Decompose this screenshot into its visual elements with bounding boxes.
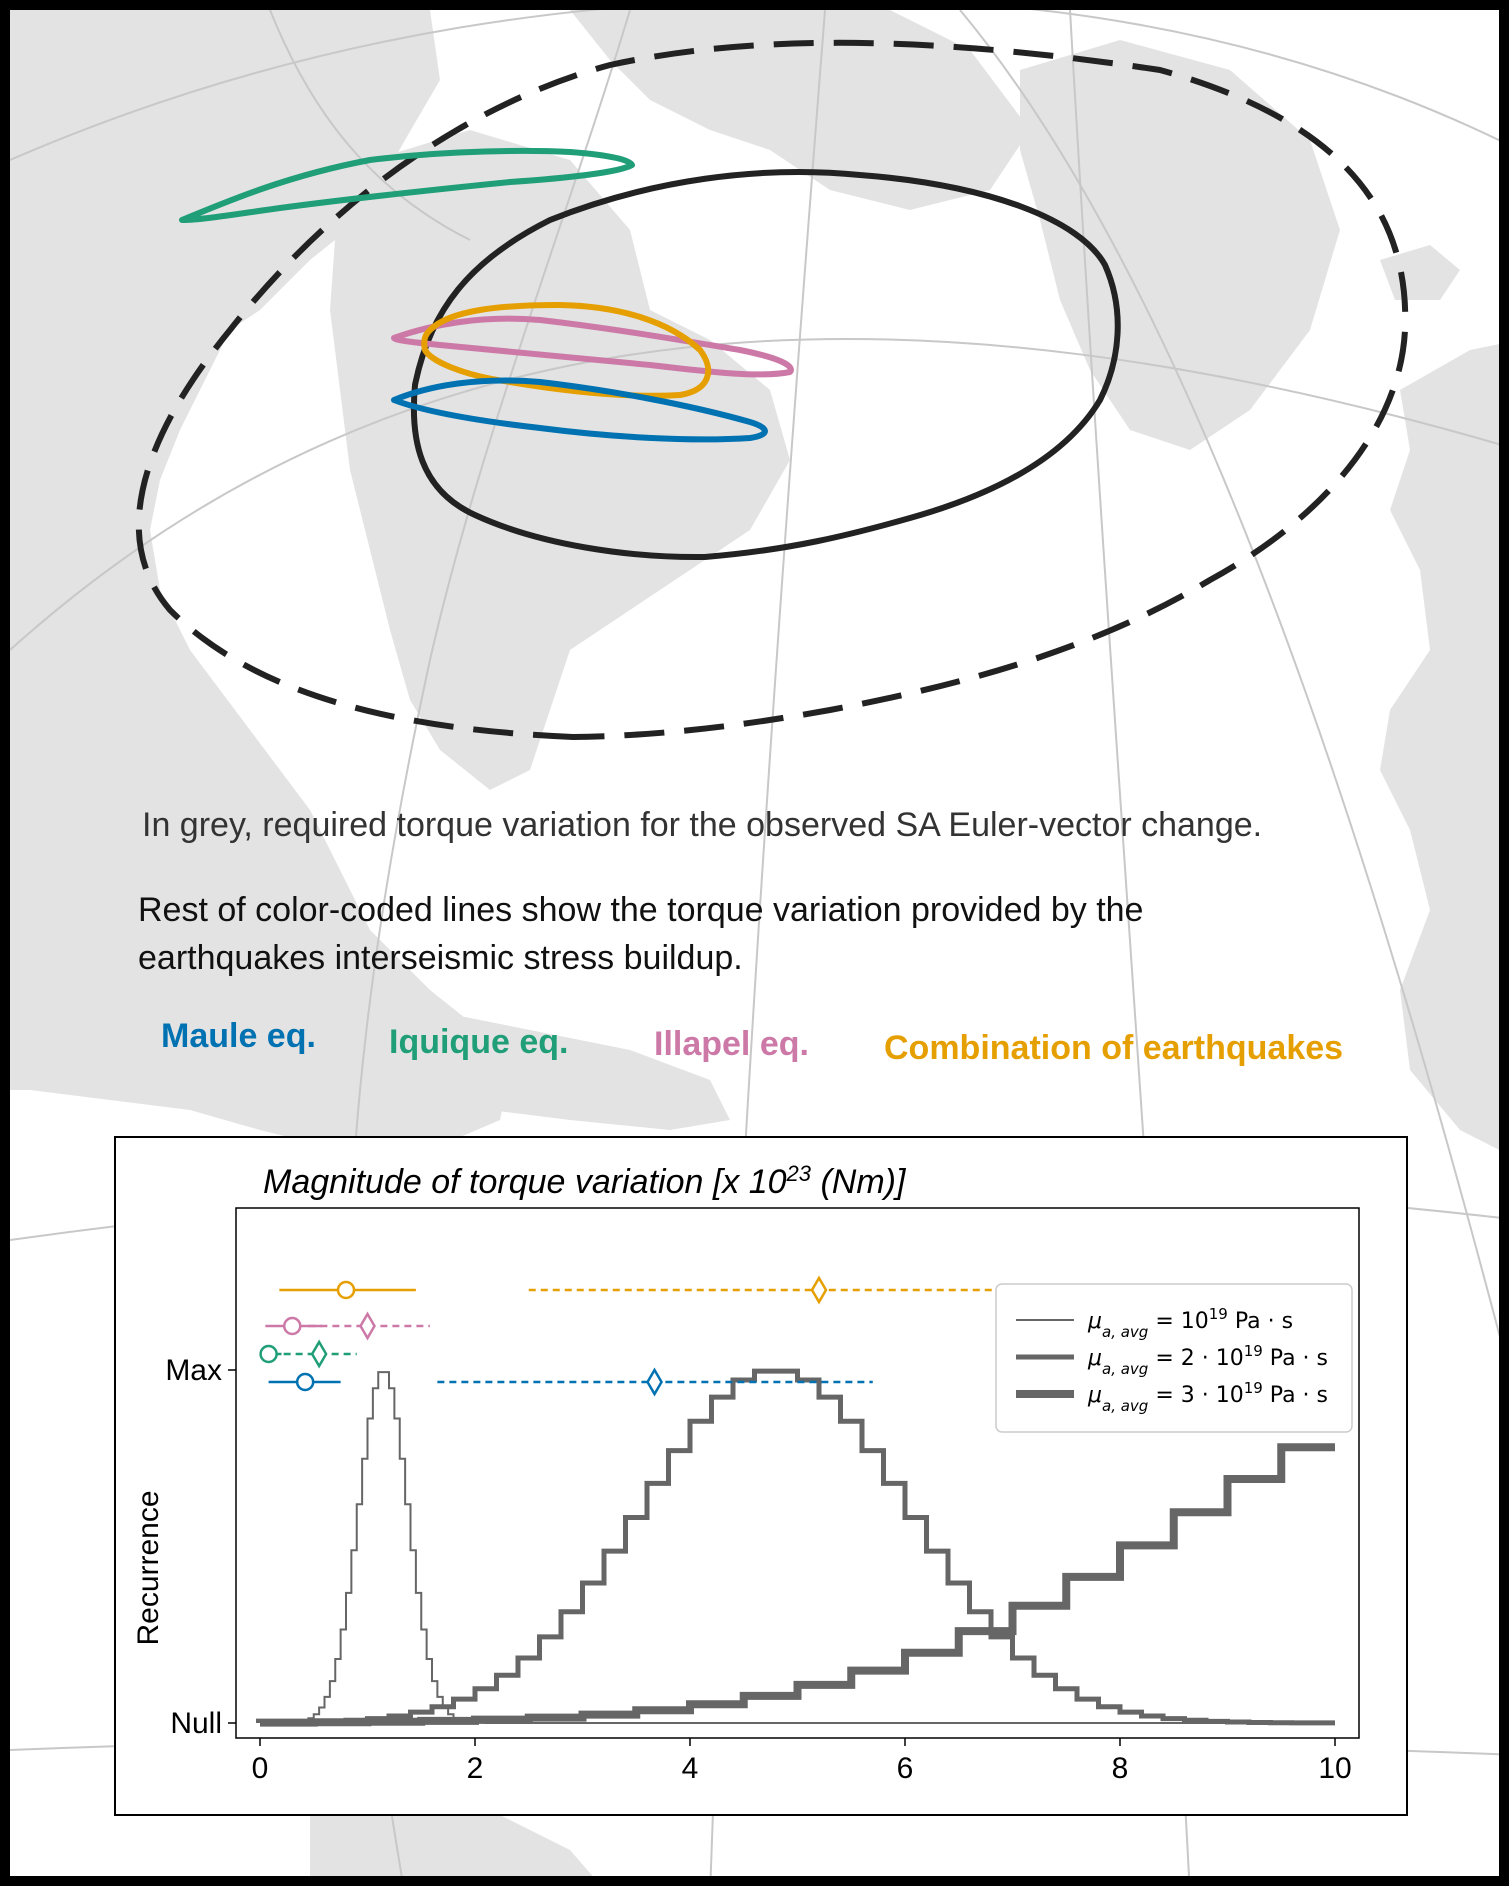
x-tick-label: 8 — [1112, 1752, 1129, 1785]
errorbar-iquique-eq- — [259, 1339, 357, 1369]
label-combination-eq: Combination of earthquakes — [884, 1029, 1344, 1067]
illapel-eq-ellipse — [391, 315, 794, 378]
chart-legend: μa, avg = 1019 Pa · sμa, avg = 2 · 1019 … — [995, 1283, 1353, 1433]
errorbar-circle-marker — [259, 1344, 278, 1364]
maule-eq-ellipse — [391, 377, 768, 443]
land-greenland — [1020, 40, 1340, 450]
chart-title-text: Magnitude of torque variation [x 10 — [263, 1163, 787, 1201]
graticule-line — [269, 10, 471, 241]
errorbar-diamond-marker — [359, 1311, 376, 1341]
label-iquique-eq: Iquique eq. — [389, 1023, 569, 1061]
iquique-eq-ellipse — [179, 147, 635, 223]
chart-title: Magnitude of torque variation [x 1023 (N… — [263, 1161, 907, 1202]
legend-label-3: μa, avg = 3 · 1019 Pa · s — [1087, 1379, 1328, 1415]
required-torque-dashed-ellipse — [135, 39, 1409, 740]
label-maule-eq: Maule eq. — [161, 1017, 316, 1055]
x-tick-label: 10 — [1318, 1752, 1351, 1785]
combination-eq-ellipse — [421, 302, 712, 399]
chart-title-unit: (Nm)] — [811, 1163, 907, 1201]
map-landmasses — [10, 10, 1499, 1876]
errorbar-combination-of-earthquakes — [279, 1275, 1104, 1305]
y-axis-label: Recurrence — [132, 1490, 165, 1645]
y-tick-label: Max — [165, 1354, 222, 1387]
errorbar-diamond-marker — [810, 1275, 828, 1305]
histogram-series-1 — [259, 1371, 1335, 1724]
graticule-line — [959, 10, 1499, 1338]
map-torque-ellipses — [135, 39, 1409, 740]
legend-label-1: μa, avg = 1019 Pa · s — [1087, 1305, 1293, 1341]
axes-frame — [235, 1207, 1360, 1739]
land-north-america — [10, 10, 510, 1150]
y-tick-label: Null — [170, 1707, 222, 1740]
land-europe — [1380, 344, 1499, 1150]
legend-label-2: μa, avg = 2 · 1019 Pa · s — [1087, 1342, 1328, 1378]
torque-histogram-chart: Magnitude of torque variation [x 1023 (N… — [132, 1161, 1360, 1785]
label-illapel-eq: Illapel eq. — [654, 1025, 809, 1063]
plot-layer: Null Max 0 2 4 6 8 10 — [165, 1207, 1360, 1785]
errorbar-circle-marker — [336, 1280, 356, 1300]
x-tick-label: 2 — [467, 1752, 484, 1785]
graticule-line — [10, 337, 1499, 651]
errorbar-illapel-eq- — [265, 1311, 430, 1341]
errorbar-circle-marker — [295, 1372, 315, 1392]
x-tick-label: 6 — [897, 1752, 914, 1785]
errorbar-diamond-marker — [646, 1367, 663, 1397]
histogram-series-3 — [256, 1443, 1335, 1727]
errorbar-circle-marker — [283, 1316, 302, 1336]
histogram-series-2 — [257, 1368, 1335, 1726]
errorbar-diamond-marker — [310, 1339, 328, 1369]
caption-grey-meaning: In grey, required torque variation for t… — [142, 806, 1263, 844]
land-central-america — [430, 1010, 730, 1130]
torque-histogram-panel: Magnitude of torque variation [x 1023 (N… — [114, 1136, 1408, 1816]
x-tick-label: 4 — [682, 1752, 699, 1785]
land-iceland — [1380, 245, 1460, 300]
errorbar-maule-eq- — [268, 1367, 873, 1397]
graticule-line — [10, 10, 1499, 161]
land-hudson-region — [330, 130, 790, 790]
chart-title-exponent: 23 — [786, 1161, 812, 1186]
x-tick-label: 0 — [252, 1752, 269, 1785]
legend-box — [995, 1283, 1353, 1433]
required-torque-solid-ellipse — [410, 169, 1121, 561]
caption-color-meaning: Rest of color-coded lines show the torqu… — [138, 891, 1144, 977]
land-arctic-islands — [570, 10, 1030, 210]
